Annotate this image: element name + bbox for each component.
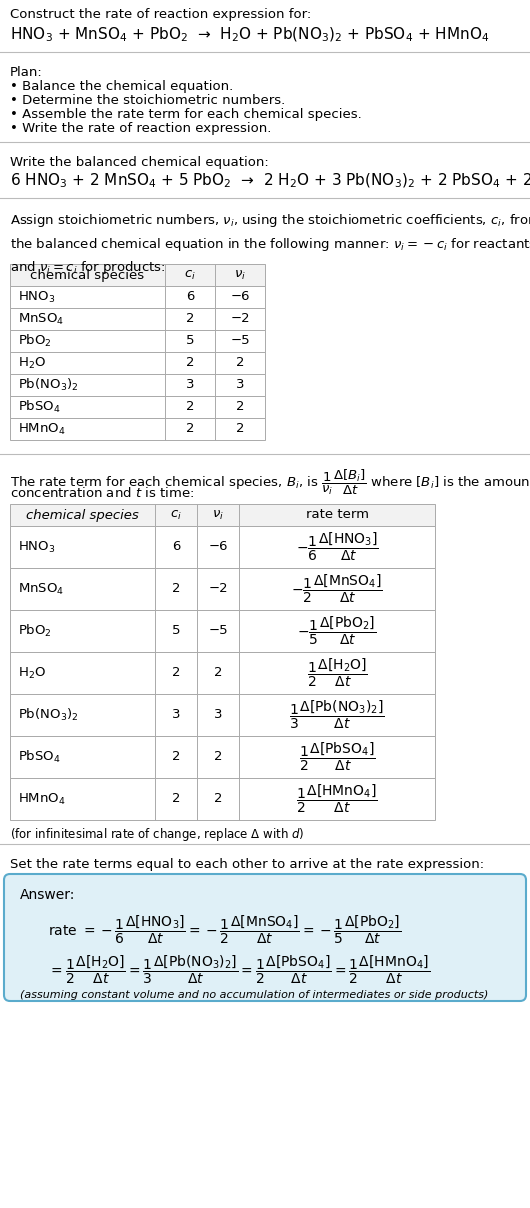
Text: Set the rate terms equal to each other to arrive at the rate expression:: Set the rate terms equal to each other t… (10, 858, 484, 871)
Text: H$_2$O: H$_2$O (18, 666, 46, 680)
Text: HMnO$_4$: HMnO$_4$ (18, 422, 66, 436)
Text: rate term: rate term (305, 509, 368, 522)
Text: 2: 2 (172, 667, 180, 679)
Bar (10, 525, 435, 568)
Text: −6: −6 (230, 290, 250, 303)
Text: Construct the rate of reaction expression for:: Construct the rate of reaction expressio… (10, 8, 311, 21)
Bar (10, 308, 265, 330)
Text: HNO$_3$: HNO$_3$ (18, 540, 56, 554)
Text: 5: 5 (172, 625, 180, 638)
Text: • Write the rate of reaction expression.: • Write the rate of reaction expression. (10, 122, 271, 135)
Text: 6: 6 (186, 290, 194, 303)
Text: $c_i$: $c_i$ (170, 509, 182, 522)
Text: • Assemble the rate term for each chemical species.: • Assemble the rate term for each chemic… (10, 108, 362, 121)
Text: HMnO$_4$: HMnO$_4$ (18, 791, 66, 807)
Text: −2: −2 (230, 313, 250, 325)
Text: −6: −6 (208, 540, 228, 553)
Text: $\nu_i$: $\nu_i$ (234, 268, 246, 281)
Text: $-\dfrac{1}{5}\dfrac{\Delta[\mathrm{PbO_2}]}{\Delta t}$: $-\dfrac{1}{5}\dfrac{\Delta[\mathrm{PbO_… (297, 615, 377, 647)
Text: 3: 3 (236, 378, 244, 391)
Bar (10, 374, 265, 396)
Bar (10, 418, 265, 440)
Text: 6: 6 (172, 540, 180, 553)
Text: 2: 2 (172, 582, 180, 596)
Text: 5: 5 (186, 335, 195, 348)
Text: 3: 3 (186, 378, 195, 391)
Text: 2: 2 (236, 356, 244, 370)
Text: H$_2$O: H$_2$O (18, 355, 46, 371)
Text: $= \dfrac{1}{2}\dfrac{\Delta[\mathrm{H_2O}]}{\Delta t} = \dfrac{1}{3}\dfrac{\Del: $= \dfrac{1}{2}\dfrac{\Delta[\mathrm{H_2… (48, 954, 430, 987)
Text: MnSO$_4$: MnSO$_4$ (18, 581, 64, 597)
Bar (10, 396, 265, 418)
Text: $\dfrac{1}{2}\dfrac{\Delta[\mathrm{H_2O}]}{\Delta t}$: $\dfrac{1}{2}\dfrac{\Delta[\mathrm{H_2O}… (306, 657, 367, 690)
Text: • Balance the chemical equation.: • Balance the chemical equation. (10, 80, 233, 93)
Text: 3: 3 (214, 709, 222, 721)
Text: $-\dfrac{1}{6}\dfrac{\Delta[\mathrm{HNO_3}]}{\Delta t}$: $-\dfrac{1}{6}\dfrac{\Delta[\mathrm{HNO_… (296, 530, 378, 563)
Text: 2: 2 (172, 750, 180, 763)
Bar (10, 652, 435, 695)
Text: −5: −5 (208, 625, 228, 638)
Text: concentration and $t$ is time:: concentration and $t$ is time: (10, 486, 194, 500)
Text: 2: 2 (214, 667, 222, 679)
Text: PbO$_2$: PbO$_2$ (18, 623, 52, 639)
Bar (10, 352, 265, 374)
Text: Pb(NO$_3$)$_2$: Pb(NO$_3$)$_2$ (18, 707, 78, 724)
Text: $\dfrac{1}{3}\dfrac{\Delta[\mathrm{Pb(NO_3)_2}]}{\Delta t}$: $\dfrac{1}{3}\dfrac{\Delta[\mathrm{Pb(NO… (289, 699, 385, 731)
Text: 2: 2 (236, 423, 244, 436)
Text: Answer:: Answer: (20, 888, 75, 902)
Bar (10, 330, 265, 352)
Text: HNO$_3$ + MnSO$_4$ + PbO$_2$  →  H$_2$O + Pb(NO$_3$)$_2$ + PbSO$_4$ + HMnO$_4$: HNO$_3$ + MnSO$_4$ + PbO$_2$ → H$_2$O + … (10, 27, 489, 45)
Text: HNO$_3$: HNO$_3$ (18, 290, 56, 304)
Text: 2: 2 (214, 792, 222, 806)
Text: $\nu_i$: $\nu_i$ (212, 509, 224, 522)
Text: PbO$_2$: PbO$_2$ (18, 333, 52, 349)
Bar (10, 695, 435, 736)
Text: chemical species: chemical species (30, 268, 145, 281)
FancyBboxPatch shape (4, 875, 526, 1001)
Text: 2: 2 (186, 356, 195, 370)
Text: 2: 2 (214, 750, 222, 763)
Bar (10, 568, 435, 610)
Text: rate $= -\dfrac{1}{6}\dfrac{\Delta[\mathrm{HNO_3}]}{\Delta t} = -\dfrac{1}{2}\df: rate $= -\dfrac{1}{6}\dfrac{\Delta[\math… (48, 914, 401, 946)
Text: $-\dfrac{1}{2}\dfrac{\Delta[\mathrm{MnSO_4}]}{\Delta t}$: $-\dfrac{1}{2}\dfrac{\Delta[\mathrm{MnSO… (291, 573, 383, 605)
Text: $\dfrac{1}{2}\dfrac{\Delta[\mathrm{HMnO_4}]}{\Delta t}$: $\dfrac{1}{2}\dfrac{\Delta[\mathrm{HMnO_… (296, 783, 378, 815)
Text: $c_i$: $c_i$ (184, 268, 196, 281)
Text: Plan:: Plan: (10, 66, 43, 79)
Bar (10, 265, 265, 286)
Text: 2: 2 (186, 401, 195, 413)
Text: (assuming constant volume and no accumulation of intermediates or side products): (assuming constant volume and no accumul… (20, 991, 488, 1000)
Text: 2: 2 (186, 313, 195, 325)
Text: 2: 2 (236, 401, 244, 413)
Text: Pb(NO$_3$)$_2$: Pb(NO$_3$)$_2$ (18, 377, 78, 393)
Text: 6 HNO$_3$ + 2 MnSO$_4$ + 5 PbO$_2$  →  2 H$_2$O + 3 Pb(NO$_3$)$_2$ + 2 PbSO$_4$ : 6 HNO$_3$ + 2 MnSO$_4$ + 5 PbO$_2$ → 2 H… (10, 172, 530, 191)
Text: (for infinitesimal rate of change, replace Δ with $d$): (for infinitesimal rate of change, repla… (10, 826, 304, 843)
Bar (10, 504, 435, 525)
Text: chemical species: chemical species (26, 509, 139, 522)
Text: Assign stoichiometric numbers, $\nu_i$, using the stoichiometric coefficients, $: Assign stoichiometric numbers, $\nu_i$, … (10, 211, 530, 277)
Text: 2: 2 (172, 792, 180, 806)
Bar (10, 778, 435, 820)
Text: −2: −2 (208, 582, 228, 596)
Bar (10, 610, 435, 652)
Text: 3: 3 (172, 709, 180, 721)
Text: • Determine the stoichiometric numbers.: • Determine the stoichiometric numbers. (10, 94, 285, 108)
Text: MnSO$_4$: MnSO$_4$ (18, 312, 64, 326)
Text: −5: −5 (230, 335, 250, 348)
Bar (10, 736, 435, 778)
Bar (10, 286, 265, 308)
Text: 2: 2 (186, 423, 195, 436)
Text: Write the balanced chemical equation:: Write the balanced chemical equation: (10, 156, 269, 169)
Text: PbSO$_4$: PbSO$_4$ (18, 749, 61, 765)
Text: The rate term for each chemical species, $B_i$, is $\dfrac{1}{\nu_i}\dfrac{\Delt: The rate term for each chemical species,… (10, 467, 530, 498)
Text: $\dfrac{1}{2}\dfrac{\Delta[\mathrm{PbSO_4}]}{\Delta t}$: $\dfrac{1}{2}\dfrac{\Delta[\mathrm{PbSO_… (299, 741, 375, 773)
Text: PbSO$_4$: PbSO$_4$ (18, 399, 61, 416)
